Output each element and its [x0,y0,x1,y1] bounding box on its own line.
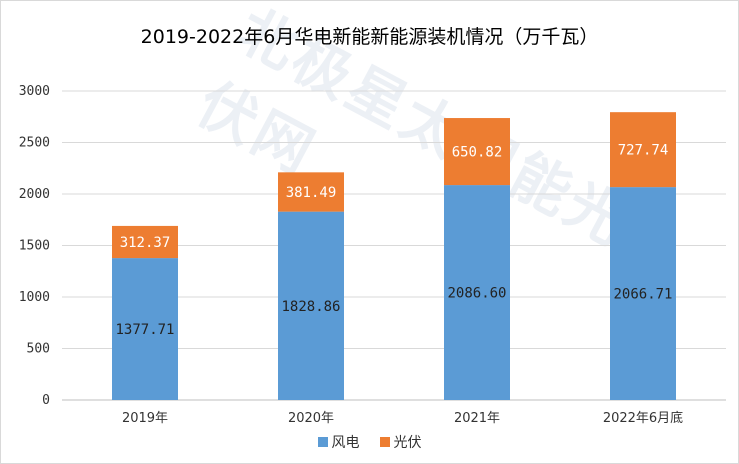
bar-solar [112,225,178,259]
x-axis-ticks: 2019年 2020年 2021年 2022年6月底 [122,410,683,426]
data-label-solar: 727.74 [618,143,669,159]
bar-solar [610,112,676,188]
data-label-wind: 1377.71 [115,322,174,338]
bar-wind [112,258,178,400]
chart-title: 2019-2022年6月华电新能新能源装机情况（万千瓦） [140,26,599,48]
data-label-wind: 1828.86 [281,299,340,315]
bar-solar [444,118,510,186]
y-tick-label: 1000 [19,290,50,305]
data-label-solar: 650.82 [452,145,503,161]
data-labels: 1377.71 312.37 1828.86 381.49 2086.60 650.82 2… [115,143,672,338]
legend-label-wind: 风电 [331,435,360,451]
data-label-solar: 381.49 [286,185,337,201]
legend: 风电 光伏 [0,432,739,452]
legend-item-wind: 风电 [317,432,360,452]
x-tick-label: 2022年6月底 [603,410,683,426]
y-tick-label: 0 [42,393,50,408]
bar-wind [278,211,344,400]
legend-label-solar: 光伏 [393,435,422,451]
bar-wind [610,187,676,400]
y-tick-label: 500 [27,342,50,357]
x-tick-label: 2019年 [122,411,168,426]
y-axis-ticks: 0 500 1000 1500 2000 2500 3000 [19,84,50,408]
y-tick-label: 2000 [19,187,50,202]
y-tick-label: 1500 [19,239,50,254]
y-tick-label: 3000 [19,84,50,99]
bar-wind [444,185,510,400]
legend-swatch-solar [379,437,390,447]
bars [112,112,676,400]
x-tick-label: 2021年 [454,411,500,426]
legend-swatch-wind [317,437,328,447]
x-tick-label: 2020年 [288,411,334,426]
data-label-solar: 312.37 [120,235,171,251]
data-label-wind: 2086.60 [447,286,506,302]
legend-item-solar: 光伏 [379,432,422,452]
y-tick-label: 2500 [19,136,50,151]
bar-solar [278,172,344,212]
data-label-wind: 2066.71 [613,287,672,303]
